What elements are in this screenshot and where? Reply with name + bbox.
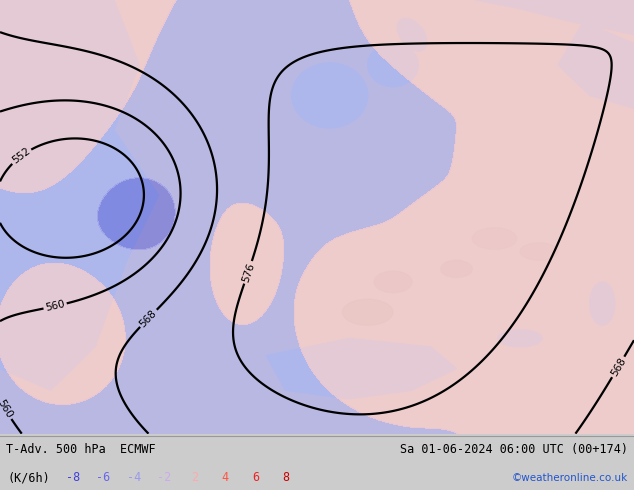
Text: -6: -6 bbox=[96, 471, 110, 484]
Text: 6: 6 bbox=[252, 471, 259, 484]
Ellipse shape bbox=[398, 18, 427, 51]
Text: 560: 560 bbox=[0, 398, 15, 420]
Ellipse shape bbox=[472, 228, 517, 249]
Polygon shape bbox=[0, 0, 158, 390]
Ellipse shape bbox=[441, 260, 472, 277]
Text: Sa 01-06-2024 06:00 UTC (00+174): Sa 01-06-2024 06:00 UTC (00+174) bbox=[399, 443, 628, 456]
Ellipse shape bbox=[374, 271, 412, 293]
Text: -8: -8 bbox=[66, 471, 80, 484]
Text: 568: 568 bbox=[138, 308, 159, 329]
Text: ©weatheronline.co.uk: ©weatheronline.co.uk bbox=[512, 472, 628, 483]
Ellipse shape bbox=[342, 299, 393, 325]
Text: 568: 568 bbox=[609, 356, 628, 378]
Polygon shape bbox=[558, 22, 634, 108]
Text: 560: 560 bbox=[44, 299, 66, 313]
Text: 552: 552 bbox=[10, 146, 32, 166]
Ellipse shape bbox=[590, 282, 615, 325]
Text: (K/6h): (K/6h) bbox=[8, 471, 50, 484]
Text: -4: -4 bbox=[127, 471, 141, 484]
Text: 576: 576 bbox=[240, 261, 256, 283]
Ellipse shape bbox=[368, 44, 418, 87]
Ellipse shape bbox=[498, 330, 542, 347]
Text: T-Adv. 500 hPa  ECMWF: T-Adv. 500 hPa ECMWF bbox=[6, 443, 156, 456]
Polygon shape bbox=[476, 0, 634, 35]
Polygon shape bbox=[266, 338, 456, 399]
Text: 2: 2 bbox=[191, 471, 198, 484]
Ellipse shape bbox=[292, 63, 368, 128]
Ellipse shape bbox=[520, 243, 558, 260]
Text: 4: 4 bbox=[221, 471, 229, 484]
Text: -2: -2 bbox=[157, 471, 171, 484]
Text: 8: 8 bbox=[282, 471, 290, 484]
